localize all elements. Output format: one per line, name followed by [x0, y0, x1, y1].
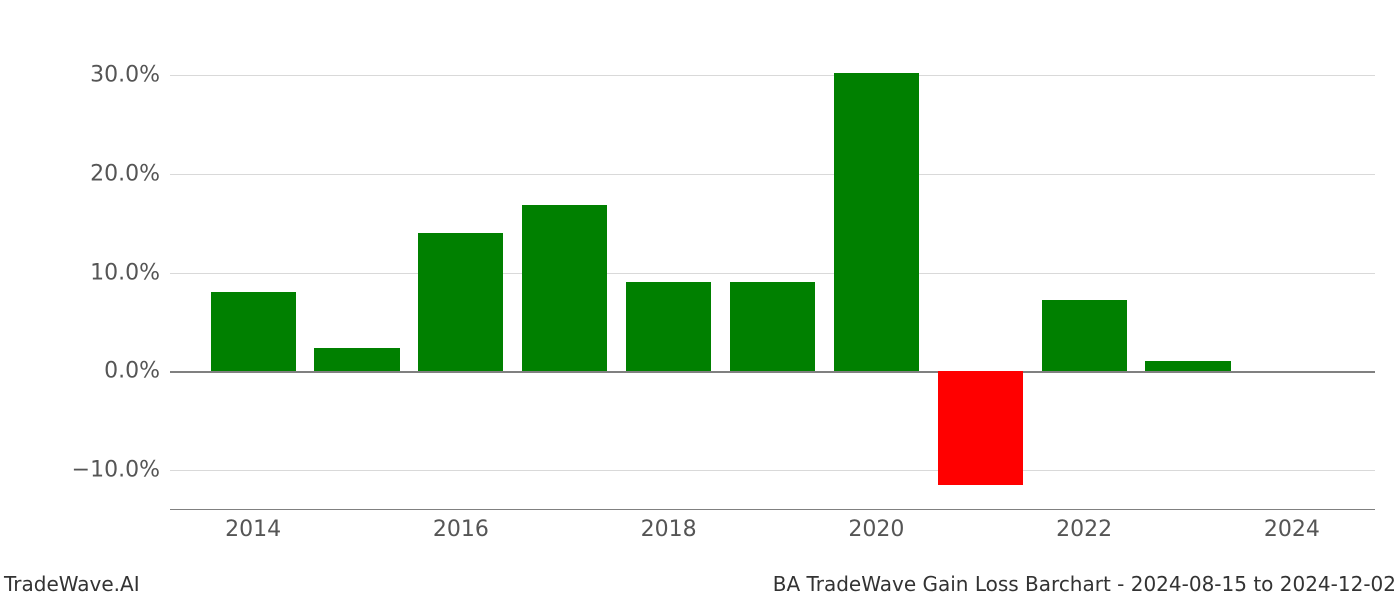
footer-right-label: BA TradeWave Gain Loss Barchart - 2024-0… [773, 572, 1396, 596]
bar [626, 282, 711, 371]
bar [1042, 300, 1127, 371]
bar [1145, 361, 1230, 372]
y-tick-label: −10.0% [72, 458, 160, 483]
y-tick-label: 10.0% [90, 260, 160, 285]
gridline [170, 174, 1375, 175]
bar [314, 348, 399, 372]
y-tick-label: 20.0% [90, 161, 160, 186]
footer-left-label: TradeWave.AI [4, 572, 140, 596]
x-tick-label: 2022 [1056, 517, 1112, 542]
x-tick-label: 2018 [641, 517, 697, 542]
gridline [170, 75, 1375, 76]
x-tick-label: 2020 [848, 517, 904, 542]
x-tick-label: 2016 [433, 517, 489, 542]
bar [938, 371, 1023, 485]
bar [522, 205, 607, 371]
y-tick-label: 0.0% [104, 359, 160, 384]
bar [834, 73, 919, 372]
bar [418, 233, 503, 372]
bar [730, 282, 815, 371]
plot-area: −10.0%0.0%10.0%20.0%30.0%201420162018202… [170, 45, 1375, 510]
x-tick-label: 2024 [1264, 517, 1320, 542]
gridline [170, 470, 1375, 471]
gridline [170, 273, 1375, 274]
gain-loss-barchart: −10.0% 0.0% 10.0% 20.0% 30.0% 2014 2016 2018 202… [0, 0, 1400, 600]
zero-line [170, 371, 1375, 373]
y-tick-label: 30.0% [90, 62, 160, 87]
x-tick-label: 2014 [225, 517, 281, 542]
bar [211, 292, 296, 371]
